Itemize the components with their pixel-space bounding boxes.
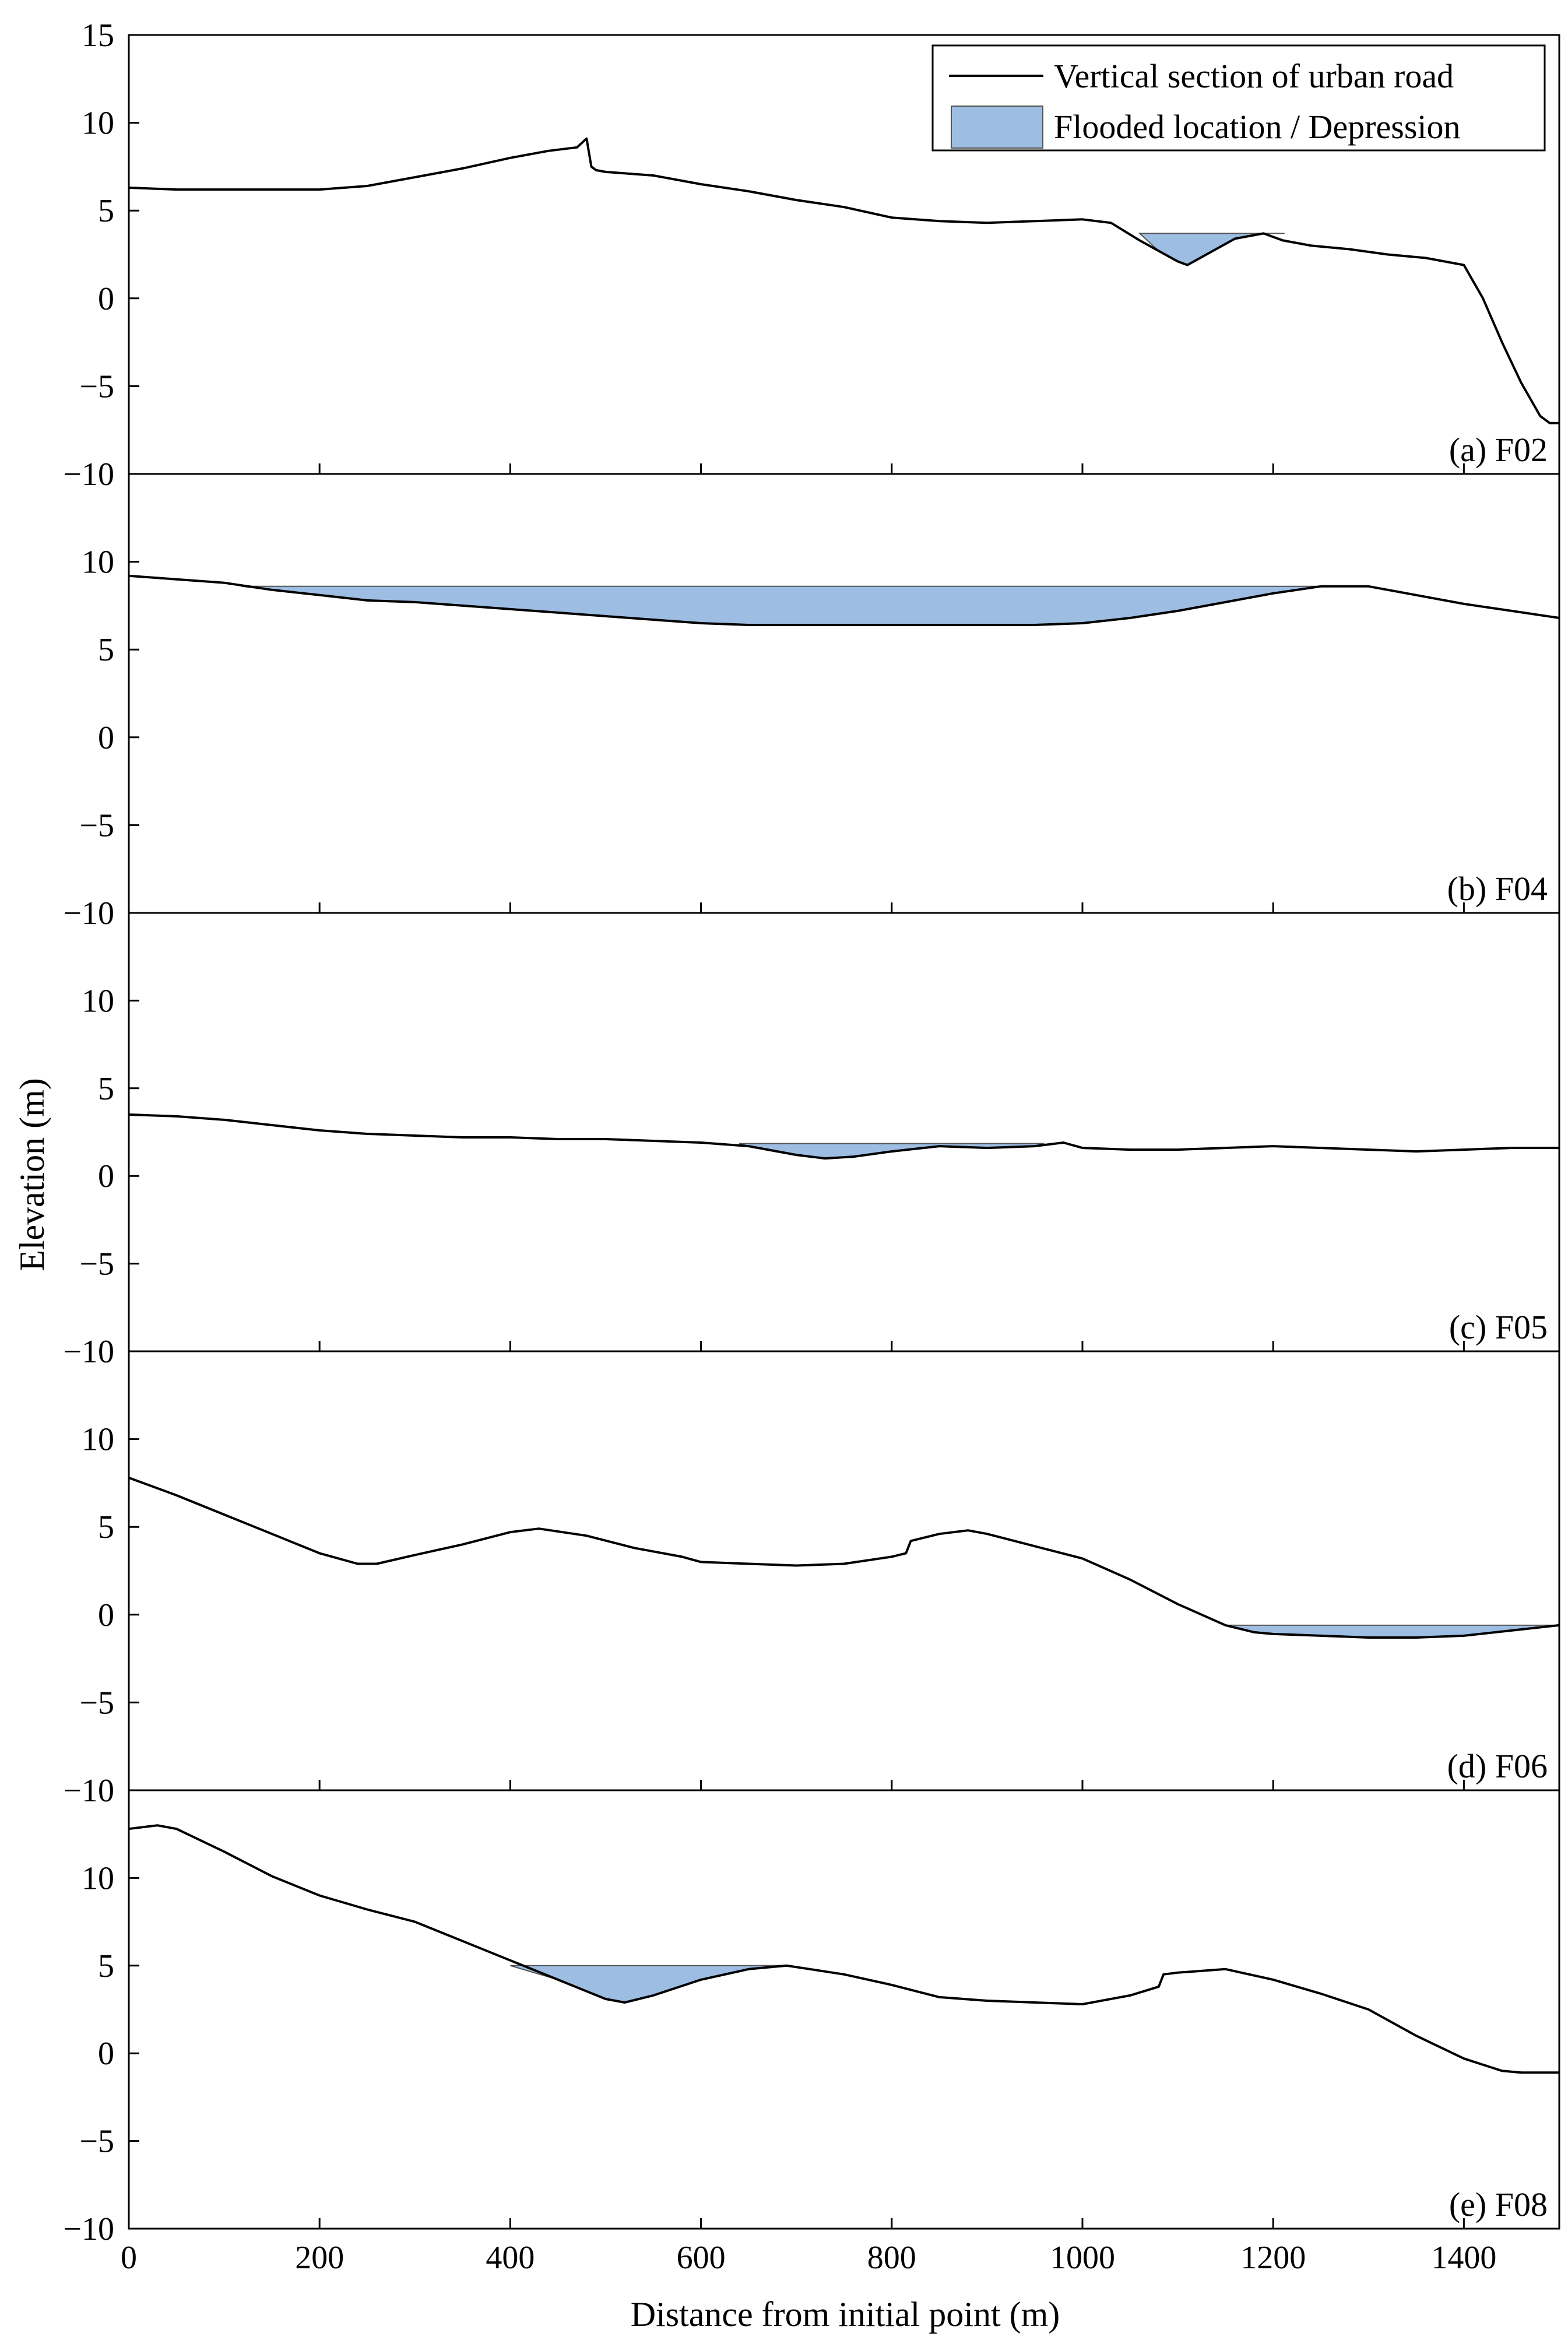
road-profile-line-d	[128, 1477, 1560, 1639]
y-tick-label-c-3: −5	[79, 1246, 114, 1283]
x-tick-label-2: 400	[486, 2240, 535, 2276]
y-tick-label-e-1: 5	[98, 1948, 114, 1984]
y-tick-label-c-1: 5	[98, 1071, 114, 1107]
legend: Vertical section of urban road Flooded l…	[931, 44, 1546, 152]
panel-e: 10 5 0 −5 −10 (e) F08	[63, 1789, 1560, 2247]
y-tick-label-e-2: 0	[98, 2036, 114, 2072]
panel-d: 10 5 0 −5 −10 (d) F06	[63, 1350, 1560, 1809]
x-tick-label-5: 1000	[1050, 2240, 1115, 2276]
y-tick-label-b-3: −5	[79, 807, 114, 844]
legend-fill-swatch	[951, 106, 1043, 149]
y-tick-label-c-2: 0	[98, 1158, 114, 1194]
x-tick-label-4: 800	[867, 2240, 916, 2276]
panel-label-c: (c) F05	[1449, 1308, 1548, 1346]
y-tick-label-a-2: 5	[98, 193, 114, 229]
y-tick-label-a-3: 0	[98, 281, 114, 317]
x-tick-label-0: 0	[121, 2240, 137, 2276]
x-tick-label-7: 1400	[1431, 2240, 1496, 2276]
y-tick-label-d-1: 5	[98, 1509, 114, 1545]
y-tick-label-b-4: −10	[63, 895, 114, 932]
panel-label-e: (e) F08	[1449, 2186, 1548, 2223]
panel-label-a: (a) F02	[1449, 431, 1548, 469]
y-axis-title: Elevation (m)	[13, 1078, 51, 1271]
y-tick-label-d-0: 10	[82, 1422, 114, 1458]
y-tick-label-a-4: −5	[79, 368, 114, 405]
y-tick-label-b-1: 5	[98, 632, 114, 668]
y-tick-label-e-3: −5	[79, 2124, 114, 2160]
panel-frame-e	[128, 1789, 1560, 2230]
x-axis-title: Distance from initial point (m)	[631, 2295, 1060, 2334]
y-tick-label-d-2: 0	[98, 1597, 114, 1633]
road-profile-line-b	[128, 574, 1560, 626]
y-tick-label-b-0: 10	[82, 544, 114, 581]
y-tick-label-a-0: 15	[82, 17, 114, 54]
y-tick-label-a-1: 10	[82, 106, 114, 142]
panels-layer: 15 10 5 0 −5 −10 (a) F02 10 5 0 −5 −10 (b) F04 10 5 0 −5…	[63, 17, 1560, 2276]
panel-label-b: (b) F04	[1447, 870, 1548, 908]
x-tick-label-1: 200	[295, 2240, 344, 2276]
y-tick-label-c-4: −10	[63, 1334, 114, 1370]
panel-label-d: (d) F06	[1447, 1747, 1548, 1785]
x-tick-label-6: 1200	[1240, 2240, 1306, 2276]
legend-line-label: Vertical section of urban road	[1054, 57, 1454, 95]
y-tick-label-e-0: 10	[82, 1860, 114, 1896]
y-tick-label-d-3: −5	[79, 1685, 114, 1721]
road-profile-line-a	[128, 137, 1559, 424]
road-profile-line-e	[128, 1824, 1559, 2074]
legend-fill-label: Flooded location / Depression	[1054, 108, 1461, 146]
y-tick-label-d-4: −10	[63, 1773, 114, 1809]
x-tick-label-3: 600	[677, 2240, 726, 2276]
panel-a: 15 10 5 0 −5 −10 (a) F02	[63, 17, 1560, 493]
y-tick-label-c-0: 10	[82, 983, 114, 1019]
panel-b: 10 5 0 −5 −10 (b) F04	[63, 473, 1560, 932]
y-tick-label-a-5: −10	[63, 456, 114, 493]
y-tick-label-e-4: −10	[63, 2211, 114, 2247]
y-tick-label-b-2: 0	[98, 720, 114, 756]
road-profile-line-c	[128, 1113, 1559, 1160]
